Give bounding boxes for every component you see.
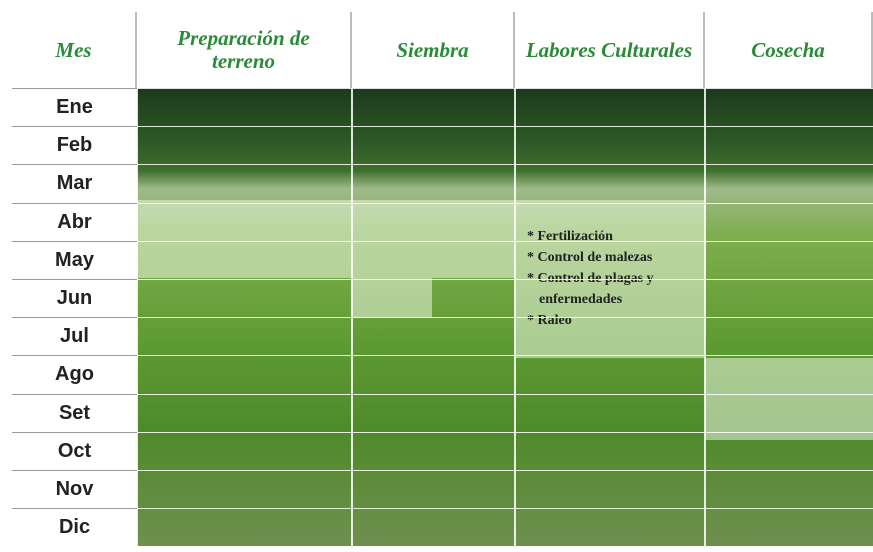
notes: * Fertilización * Control de malezas * Con… (527, 226, 654, 331)
month-cell: Mar (12, 164, 137, 203)
month-cell: Jun (12, 279, 137, 317)
column-header: Labores Culturales (515, 12, 705, 88)
highlight (352, 278, 432, 318)
note-line: * Control de malezas (527, 250, 653, 265)
note-line: * Raleo (527, 313, 572, 328)
month-cell: Ene (12, 88, 137, 126)
row-line (137, 279, 873, 280)
month-cell: Nov (12, 470, 137, 508)
column-header: Siembra (352, 12, 515, 88)
row-line (137, 126, 873, 128)
column-line (704, 88, 706, 546)
column-line (351, 88, 353, 546)
highlight (352, 200, 515, 278)
note-line: enfermedades (539, 292, 623, 307)
month-cell: Oct (12, 431, 137, 470)
row-line (137, 164, 873, 166)
note-line: * Control de plagas y (527, 271, 654, 286)
row-line (137, 240, 873, 242)
row-line (137, 355, 873, 357)
row-line (137, 202, 873, 204)
row-line (137, 317, 873, 319)
column-header: Preparación de terreno (137, 12, 352, 88)
month-cell: Feb (12, 126, 137, 165)
month-cell: May (12, 240, 137, 279)
row-line (137, 470, 873, 471)
highlight (705, 358, 873, 440)
month-cell: Set (12, 393, 137, 432)
highlight (137, 200, 352, 278)
column-header: Mes (12, 12, 137, 88)
field-background (137, 88, 873, 546)
month-cell: Abr (12, 202, 137, 241)
month-cell: Ago (12, 355, 137, 394)
row-line (137, 393, 873, 395)
column-header: Cosecha (705, 12, 873, 88)
month-cell: Dic (12, 508, 137, 547)
column-line (514, 88, 516, 546)
note-line: * Fertilización (527, 229, 613, 244)
row-line (137, 431, 873, 433)
row-line (137, 508, 873, 510)
month-cell: Jul (12, 317, 137, 356)
column-line (136, 88, 138, 546)
row-line (137, 88, 873, 89)
